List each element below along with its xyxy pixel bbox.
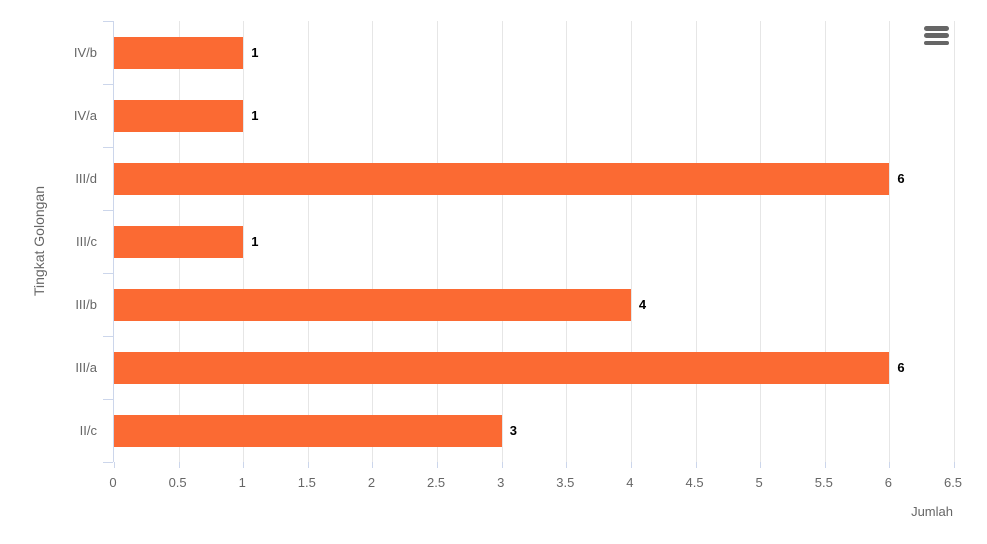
hamburger-icon [924, 33, 949, 38]
bar-value-label: 6 [897, 359, 905, 375]
x-axis-tick-label: 5.5 [814, 475, 833, 490]
gridline [889, 21, 891, 462]
bar-band: 3 [114, 399, 954, 462]
bar-band: 6 [114, 336, 954, 399]
category-label: IV/a [73, 108, 97, 123]
category-label: IV/b [73, 45, 97, 60]
bar-value-label: 6 [897, 170, 905, 186]
gridline [824, 21, 826, 462]
gridline [307, 21, 309, 462]
x-axis-tick-label: 0 [109, 475, 117, 490]
category-label: III/a [75, 360, 97, 375]
gridline [630, 21, 632, 462]
x-axis-tick-mark [954, 462, 955, 468]
x-axis-tick-label: 3.5 [556, 475, 575, 490]
bar-value-label: 3 [509, 422, 517, 438]
gridline [695, 21, 697, 462]
x-axis-tick-label: 2.5 [427, 475, 446, 490]
bar-III/d[interactable] [114, 162, 890, 195]
bar-value-label: 1 [251, 44, 259, 60]
y-axis-tick-mark [103, 273, 113, 274]
x-axis-tick-label: 3 [497, 475, 505, 490]
gridline [372, 21, 374, 462]
y-axis-tick-mark [103, 462, 113, 463]
x-axis-title: Jumlah [911, 504, 953, 519]
y-axis-category-labels: IV/b IV/a III/d III/c III/b III/a II/c [0, 21, 97, 462]
y-axis-tick-mark [103, 336, 113, 337]
x-axis-tick-mark [307, 462, 309, 468]
y-axis-tick-mark [103, 147, 113, 148]
hamburger-icon [924, 26, 949, 31]
hamburger-icon [924, 40, 949, 45]
bar-value-label: 1 [251, 107, 259, 123]
gridline [760, 21, 762, 462]
x-axis-tick-label: 1 [238, 475, 246, 490]
bar-III/c[interactable] [114, 225, 244, 258]
x-axis-tick-mark [630, 462, 632, 468]
gridline [566, 21, 568, 462]
x-axis-tick-label: 2 [367, 475, 376, 490]
x-axis-tick-label: 1.5 [297, 475, 316, 490]
x-axis-tick-label: 0.5 [168, 475, 187, 490]
x-axis-tick-mark [760, 462, 762, 468]
category-label: II/c [79, 423, 97, 438]
bar-band: 1 [114, 210, 954, 273]
x-axis-tick-label: 6 [884, 475, 892, 490]
bar-III/b[interactable] [114, 288, 631, 321]
x-axis-tick-mark [437, 462, 439, 468]
x-axis-tick-mark [114, 462, 115, 468]
bar-III/a[interactable] [114, 351, 890, 384]
category-label: III/d [75, 171, 97, 186]
x-axis-tick-label: 4.5 [685, 475, 704, 490]
x-axis-tick-mark [243, 462, 245, 468]
bar-value-label: 1 [251, 233, 259, 249]
category-label: III/c [76, 234, 97, 249]
gridline [243, 21, 245, 462]
x-axis-tick-mark [372, 462, 374, 468]
x-axis-tick-mark [566, 462, 568, 468]
bar-value-label: 4 [638, 296, 647, 312]
x-axis-tick-label: 5 [755, 475, 763, 490]
x-axis-tick-mark [178, 462, 180, 468]
bar-band: 4 [114, 273, 954, 336]
bar-band: 1 [114, 21, 954, 84]
bar-IV/a[interactable] [114, 99, 244, 132]
bar-band: 1 [114, 84, 954, 147]
bar-IV/b[interactable] [114, 36, 244, 69]
category-label: III/b [75, 297, 97, 312]
y-axis-tick-mark [103, 210, 113, 211]
x-axis-tick-mark [695, 462, 697, 468]
gridline [501, 21, 503, 462]
x-axis-tick-label: 4 [626, 475, 634, 490]
x-axis-tick-label: 6.5 [943, 475, 963, 490]
x-axis-tick-labels: 0 0.5 1 1.5 2 2.5 3 3.5 4 4.5 5 5.5 6 6.5 [109, 475, 962, 493]
context-menu-button[interactable] [924, 26, 949, 45]
x-axis-tick-mark [889, 462, 891, 468]
y-axis-tick-mark [103, 399, 113, 400]
gridline [954, 21, 955, 462]
bar-band: 6 [114, 147, 954, 210]
y-axis-tick-mark [103, 84, 113, 85]
y-axis-tick-mark [103, 21, 113, 22]
x-axis-tick-mark [501, 462, 503, 468]
gridline [437, 21, 439, 462]
bar-II/c[interactable] [114, 414, 502, 447]
x-axis-tick-mark [824, 462, 826, 468]
